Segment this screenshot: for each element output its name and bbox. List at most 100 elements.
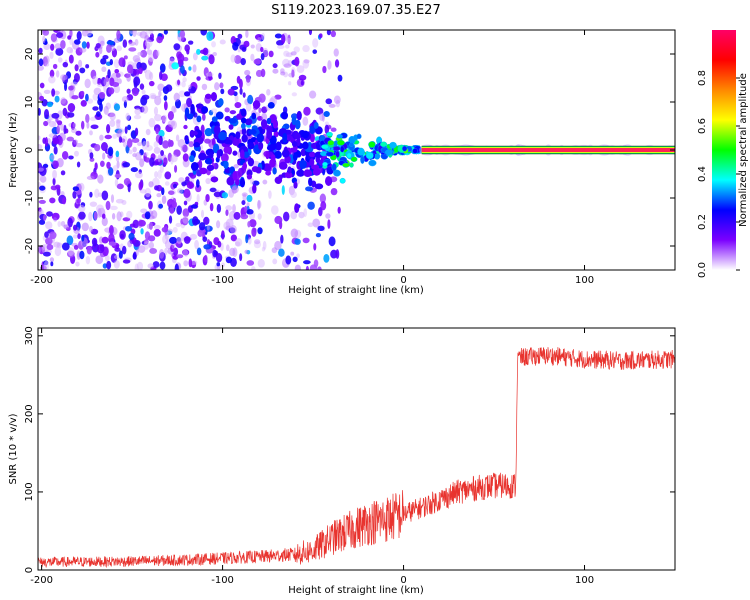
spectral-blob bbox=[137, 51, 143, 56]
spectral-blob bbox=[62, 107, 68, 117]
spectral-blob bbox=[57, 57, 63, 63]
spectral-blob bbox=[66, 235, 74, 246]
spectral-blob bbox=[216, 220, 221, 229]
spectral-blob bbox=[91, 237, 98, 247]
spectral-blob bbox=[132, 69, 140, 76]
spectral-blob bbox=[212, 52, 217, 57]
spectral-blob bbox=[156, 192, 162, 198]
spectral-blob bbox=[66, 136, 75, 142]
spectral-blob bbox=[328, 103, 336, 108]
colorbar-ticks: 0.0 0.2 0.4 0.6 0.8 bbox=[697, 70, 740, 278]
spectral-blob bbox=[190, 162, 199, 171]
colorbar-tick-label: 0.4 bbox=[697, 166, 708, 182]
spectral-blob bbox=[154, 185, 159, 191]
spectral-blob bbox=[60, 39, 66, 50]
spectral-blob bbox=[286, 37, 291, 44]
spectral-blob bbox=[210, 92, 217, 102]
spectral-blob bbox=[148, 80, 155, 87]
spectral-blob bbox=[274, 176, 283, 185]
spectral-blob bbox=[182, 249, 189, 256]
spectral-blob bbox=[148, 30, 154, 35]
spectral-blob bbox=[184, 135, 189, 142]
spectral-blob bbox=[108, 225, 114, 235]
spectral-blob bbox=[116, 211, 122, 222]
spectral-blob bbox=[402, 145, 408, 152]
spectral-blob bbox=[50, 43, 55, 51]
spectral-blob bbox=[173, 247, 179, 257]
spectral-blob bbox=[261, 112, 268, 122]
spectral-blob bbox=[218, 98, 224, 107]
spectral-blob bbox=[115, 119, 121, 124]
spectral-blob bbox=[43, 214, 47, 221]
spectral-blob bbox=[125, 112, 130, 121]
spectral-blob bbox=[45, 237, 53, 245]
spectral-blob bbox=[221, 192, 229, 199]
spectral-blob bbox=[49, 257, 55, 263]
spectral-blob bbox=[245, 74, 251, 83]
spectral-blob bbox=[265, 170, 272, 176]
spectral-blob bbox=[203, 254, 208, 263]
spectral-blob bbox=[290, 211, 298, 220]
spectral-blob bbox=[257, 213, 262, 220]
spectral-blob bbox=[202, 236, 208, 242]
spectral-blob bbox=[132, 54, 141, 63]
spectral-blob bbox=[200, 209, 205, 218]
spectral-blob bbox=[183, 260, 189, 267]
spectral-blob bbox=[215, 111, 224, 120]
spectral-blob bbox=[244, 69, 251, 76]
spectral-blob bbox=[99, 40, 105, 47]
spectral-blob bbox=[48, 75, 56, 84]
spectral-blob bbox=[158, 129, 165, 138]
spectral-blob bbox=[71, 127, 77, 134]
spectral-blob bbox=[55, 70, 60, 78]
spectral-blob bbox=[302, 44, 310, 53]
spectral-blob bbox=[88, 211, 93, 222]
spectral-blob bbox=[141, 89, 146, 95]
spectral-blob bbox=[72, 224, 78, 231]
spectral-blob bbox=[303, 169, 313, 178]
spectral-blob bbox=[46, 101, 53, 108]
spectral-blob bbox=[176, 205, 182, 215]
spectral-blob bbox=[219, 82, 224, 89]
spectral-blob bbox=[182, 208, 190, 218]
x-tick-label: 0 bbox=[400, 575, 406, 586]
spectral-blob bbox=[118, 250, 123, 259]
spectral-blob bbox=[43, 120, 49, 127]
spectral-blob bbox=[260, 46, 264, 53]
spectral-blob bbox=[186, 181, 195, 189]
spectral-blob bbox=[176, 254, 184, 259]
spectral-blob bbox=[131, 87, 139, 97]
spectral-blob bbox=[319, 112, 325, 121]
spectral-blob bbox=[95, 111, 101, 117]
spectral-blob bbox=[228, 210, 236, 221]
spectral-blob bbox=[232, 136, 240, 147]
spectral-blob bbox=[157, 83, 165, 92]
spectral-blob bbox=[96, 244, 105, 254]
spectral-blob bbox=[205, 193, 210, 203]
spectral-blob bbox=[260, 52, 265, 61]
spectral-blob bbox=[155, 127, 159, 135]
spectral-blob bbox=[152, 261, 160, 268]
spectral-blob bbox=[80, 120, 85, 130]
spectral-blob bbox=[181, 81, 186, 88]
spectral-blob bbox=[52, 160, 59, 169]
spectral-blob bbox=[63, 124, 67, 135]
spectral-blob bbox=[225, 209, 229, 216]
spectral-blob bbox=[164, 181, 170, 186]
spectral-blob bbox=[223, 160, 229, 169]
spectral-blob bbox=[132, 252, 137, 260]
spectral-blob bbox=[184, 44, 190, 52]
spectral-blob bbox=[72, 186, 80, 192]
spectral-blob bbox=[108, 233, 115, 244]
spectral-blob bbox=[250, 53, 255, 62]
spectral-blob bbox=[266, 126, 273, 134]
spectral-blob bbox=[412, 148, 418, 154]
spectral-blob bbox=[183, 56, 189, 62]
spectral-blob bbox=[188, 258, 193, 268]
spectral-blob bbox=[223, 146, 231, 154]
spectral-blob bbox=[305, 186, 313, 192]
spectral-blob bbox=[139, 158, 145, 168]
spectral-blob bbox=[242, 92, 246, 98]
spectral-blob bbox=[284, 171, 293, 179]
spectral-blob bbox=[158, 203, 164, 209]
